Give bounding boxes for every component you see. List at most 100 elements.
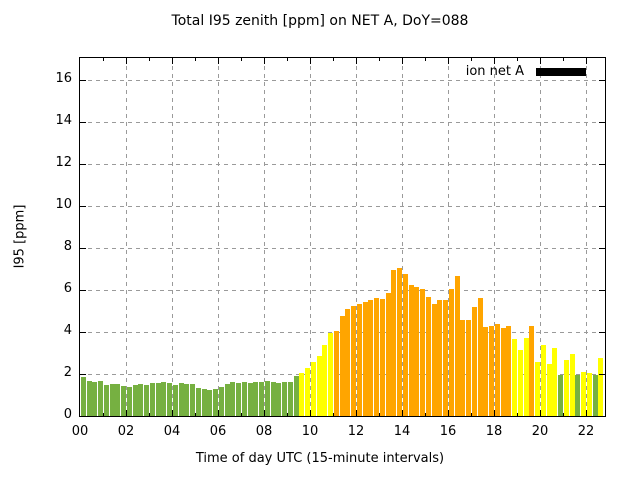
bar [443,300,449,416]
bar [115,384,121,416]
bar [144,385,150,416]
gridline-vertical [264,58,265,416]
x-tick-bottom [218,410,219,416]
bar [276,383,282,416]
bar [259,382,265,416]
bar [575,375,581,416]
bar [402,274,408,416]
legend-entry-label: ion net A [465,64,524,79]
y-tick-label: 6 [63,281,72,296]
bar [80,377,86,416]
bar [184,384,190,416]
y-axis-label: I95 [ppm] [12,204,28,269]
x-tick-top [494,58,495,64]
bar [149,383,155,416]
bar [546,364,552,416]
x-tick-top [333,58,334,61]
y-tick-right [599,290,605,291]
x-tick-top [425,58,426,61]
x-tick-bottom [494,410,495,416]
y-tick-label: 4 [63,323,72,338]
x-tick-top [103,58,104,61]
bar [322,345,328,416]
bar [420,289,426,416]
y-tick-left [80,80,86,81]
y-tick-right [599,374,605,375]
plot-area: ion net A [79,57,606,417]
x-tick-top [195,58,196,61]
bar [172,385,178,416]
x-tick-top [448,58,449,64]
bar [121,386,127,416]
y-tick-left [80,248,86,249]
bar [241,382,247,416]
bar [448,289,454,416]
bar [512,339,518,416]
bar [207,390,213,416]
chart-title: Total I95 zenith [ppm] on NET A, DoY=088 [171,13,469,29]
x-tick-top [586,58,587,64]
y-tick-left [80,332,86,333]
gridline-horizontal [80,290,605,291]
y-tick-label: 0 [63,407,72,422]
bar [282,382,288,416]
x-tick-top [218,58,219,64]
bar [460,320,466,416]
bar [586,373,592,416]
x-axis-label: Time of day UTC (15-minute intervals) [195,451,445,466]
bar [339,316,345,416]
bar [351,306,357,416]
x-tick-bottom [149,413,150,416]
bar [552,348,558,416]
bar [362,302,368,416]
y-tick-left [80,374,86,375]
bar [224,384,230,416]
bar [138,384,144,416]
bar [167,383,173,416]
bar [109,384,115,416]
x-tick-bottom [103,413,104,416]
bar [264,381,270,416]
x-tick-label: 02 [117,424,135,439]
y-tick-label: 10 [55,197,72,212]
y-tick-label: 16 [55,71,72,86]
bar [178,383,184,416]
bar [328,333,334,416]
bar [368,300,374,416]
x-tick-bottom [540,410,541,416]
gridline-vertical [540,58,541,416]
x-tick-label: 10 [301,424,319,439]
bar [506,326,512,416]
gridline-vertical [172,58,173,416]
gridline-vertical [310,58,311,416]
x-tick-bottom [264,410,265,416]
x-tick-top [149,58,150,61]
bar [92,382,98,416]
x-tick-bottom [517,413,518,416]
y-tick-right [599,122,605,123]
x-tick-bottom [356,410,357,416]
bar [431,304,437,416]
bar [253,382,259,416]
gridline-horizontal [80,164,605,165]
bar [230,382,236,416]
x-tick-bottom [126,410,127,416]
bar [529,326,535,416]
y-tick-label: 2 [63,365,72,380]
x-tick-top [172,58,173,64]
y-tick-label: 12 [55,155,72,170]
x-tick-bottom [287,413,288,416]
bar [581,372,587,416]
x-tick-top [402,58,403,64]
x-tick-bottom [195,413,196,416]
x-tick-label: 18 [485,424,503,439]
y-tick-right [599,248,605,249]
bar [86,381,92,416]
bar [316,356,322,416]
bar [287,382,293,416]
gridline-vertical [494,58,495,416]
x-tick-top [540,58,541,64]
bar [132,385,138,416]
bar [517,350,523,416]
x-tick-label: 16 [439,424,457,439]
